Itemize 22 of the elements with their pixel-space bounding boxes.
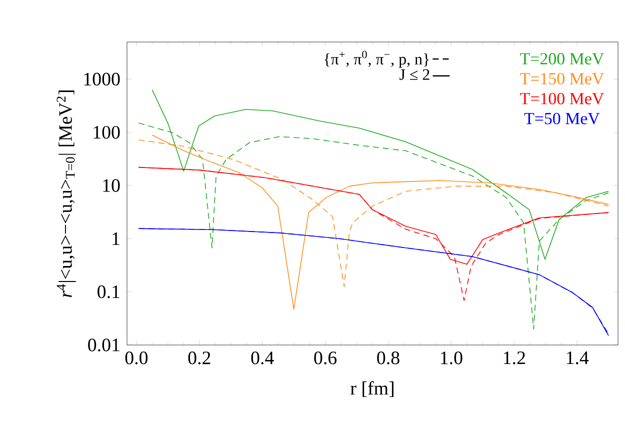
y-tick-label: 0.01: [88, 338, 120, 352]
y-tick-label: 1: [112, 232, 120, 245]
text: T=100 MeV: [520, 92, 604, 104]
x-tick-label: 1.0: [441, 352, 462, 364]
x-tick-label: 0.6: [314, 352, 337, 364]
x-axis-title: r [fm]: [350, 381, 394, 398]
text: T=50 MeV: [524, 112, 600, 124]
x-tick-label: 0.2: [188, 352, 210, 364]
x-tick-label: 0.0: [125, 352, 148, 364]
y-tick-label: 0.1: [98, 285, 120, 298]
text: T=200 MeV: [520, 53, 604, 65]
y-axis-title: r$^{4}$|<u,u>−<u,u>$_{T=0}$| [MeV$^{2}$]: [56, 90, 76, 298]
annotation: J ≤ 2: [400, 69, 430, 80]
annotation: {π$^{+}$, π$^{0}$, π$^{−}$, p, n}: [324, 50, 429, 68]
y-tick-label: 10: [103, 179, 120, 192]
x-tick-label: 0.4: [251, 352, 274, 364]
text: T=150 MeV: [520, 72, 604, 84]
x-tick-label: 0.8: [377, 352, 400, 364]
y-tick-label: 1000: [84, 72, 120, 86]
x-tick-label: 1.2: [504, 352, 525, 364]
x-tick-label: 1.4: [566, 352, 589, 364]
y-tick-label: 100: [94, 126, 120, 139]
